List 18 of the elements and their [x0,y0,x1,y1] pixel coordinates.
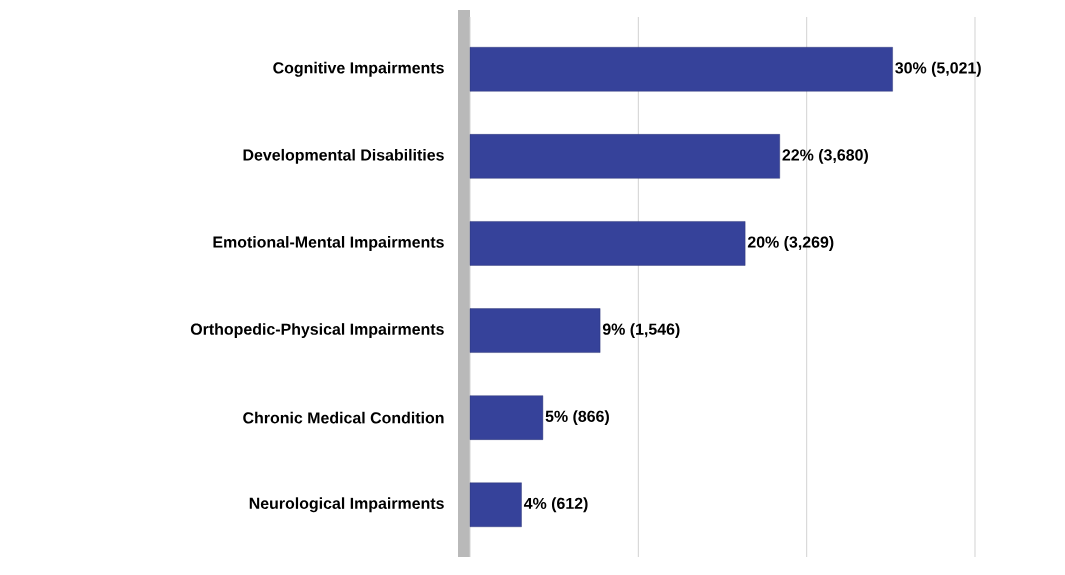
data-label: 4% (612) [523,497,588,513]
bar [469,395,544,440]
data-label: 20% (3,269) [747,236,834,251]
data-label: 5% (866) [545,410,609,426]
bar [469,221,746,266]
y-tick-label: Emotional-Mental Impairments [213,236,444,251]
y-tick-label: Orthopedic-Physical Impairments [190,323,444,338]
y-tick-label: Developmental Disabilities [243,148,444,164]
bar [469,134,780,179]
data-label: 22% (3,680) [782,148,868,164]
data-label: 30% (5,021) [895,61,981,77]
bar [469,308,601,353]
y-tick-label: Cognitive Impairments [273,61,444,77]
data-label: 9% (1,546) [602,323,680,338]
y-tick-label: Neurological Impairments [249,497,444,513]
bar [469,482,522,527]
bar [469,47,893,92]
y-tick-label: Chronic Medical Condition [243,411,444,424]
